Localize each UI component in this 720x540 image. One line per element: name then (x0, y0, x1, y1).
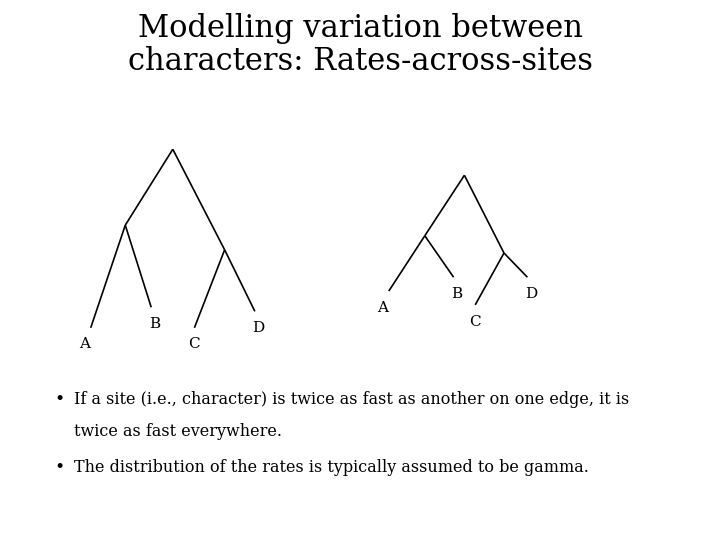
Text: If a site (i.e., character) is twice as fast as another on one edge, it is: If a site (i.e., character) is twice as … (74, 392, 629, 408)
Text: B: B (451, 287, 463, 301)
Text: A: A (79, 338, 91, 352)
Text: •: • (54, 459, 64, 476)
Text: D: D (525, 287, 537, 301)
Text: B: B (149, 317, 161, 331)
Text: The distribution of the rates is typically assumed to be gamma.: The distribution of the rates is typical… (74, 459, 589, 476)
Text: C: C (469, 315, 481, 329)
Text: •: • (54, 392, 64, 408)
Text: characters: Rates-across-sites: characters: Rates-across-sites (127, 46, 593, 77)
Text: Modelling variation between: Modelling variation between (138, 14, 582, 44)
Text: C: C (189, 338, 200, 352)
Text: D: D (252, 321, 265, 335)
Text: twice as fast everywhere.: twice as fast everywhere. (74, 423, 282, 440)
Text: A: A (377, 301, 389, 315)
